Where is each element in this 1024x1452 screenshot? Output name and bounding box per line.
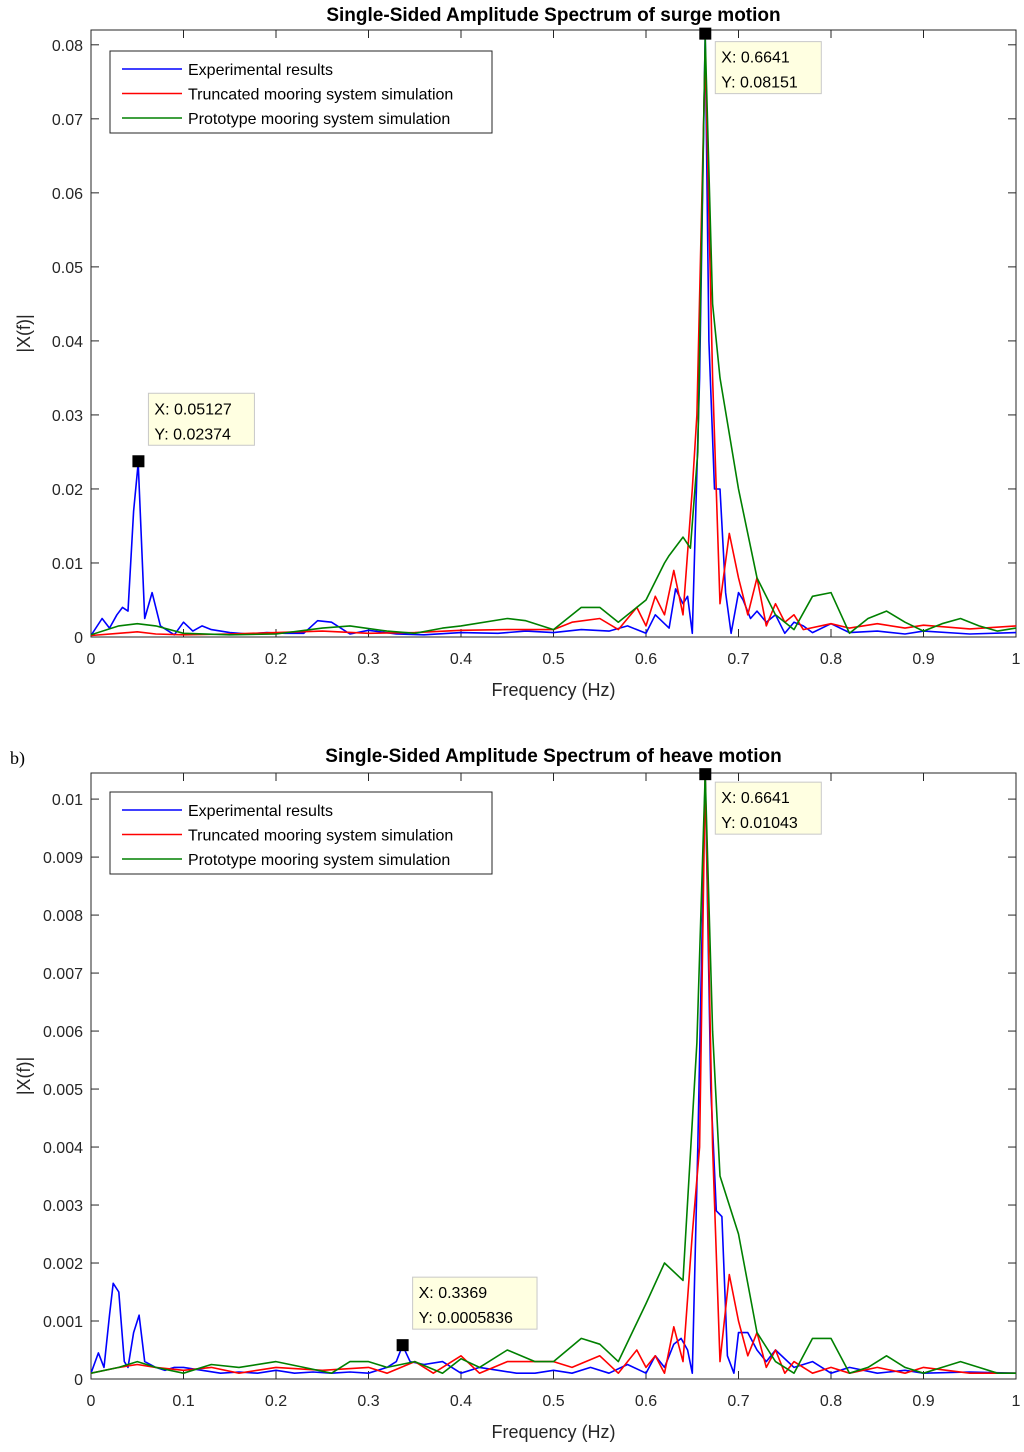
- surge-spectrum-chart: Single-Sided Amplitude Spectrum of surge…: [14, 5, 1021, 700]
- y-tick-label: 0.08: [52, 38, 83, 55]
- x-tick-label: 0: [87, 1393, 96, 1410]
- x-tick-label: 0: [87, 651, 96, 668]
- y-tick-label: 0.03: [52, 408, 83, 425]
- legend-entry: Truncated mooring system simulation: [188, 828, 453, 845]
- legend-entry: Truncated mooring system simulation: [188, 87, 453, 104]
- y-tick-label: 0.005: [43, 1082, 83, 1099]
- x-tick-label: 0.9: [912, 651, 934, 668]
- data-tip-text: Y: 0.02374: [154, 426, 231, 443]
- y-tick-label: 0.02: [52, 482, 83, 499]
- x-tick-label: 0.3: [357, 1393, 379, 1410]
- data-tip-marker: [132, 455, 145, 468]
- data-tip-marker: [699, 27, 712, 40]
- legend-entry: Prototype mooring system simulation: [188, 852, 450, 869]
- y-tick-label: 0.07: [52, 112, 83, 129]
- data-tip-box: [714, 781, 822, 835]
- x-tick-label: 0.5: [542, 1393, 564, 1410]
- x-tick-label: 1: [1012, 651, 1021, 668]
- series-line-1: [91, 32, 1016, 636]
- chart-title: Single-Sided Amplitude Spectrum of heave…: [325, 746, 781, 767]
- legend-entry: Prototype mooring system simulation: [188, 111, 450, 128]
- y-axis-label: |X(f)|: [14, 314, 34, 352]
- x-tick-label: 0.4: [450, 651, 472, 668]
- data-tip-text: X: 0.3369: [419, 1285, 488, 1302]
- data-tip: X: 0.3369 Y: 0.0005836: [396, 1276, 538, 1352]
- data-tip: X: 0.05127 Y: 0.02374: [132, 392, 255, 468]
- data-tip-text: Y: 0.0005836: [419, 1310, 513, 1327]
- x-tick-label: 0.5: [542, 651, 564, 668]
- series-line-2: [91, 773, 1016, 1375]
- series-line-3: [91, 773, 1016, 1375]
- y-tick-label: 0: [74, 630, 83, 647]
- data-tip-text: X: 0.6641: [721, 790, 790, 807]
- y-tick-label: 0.008: [43, 908, 83, 925]
- y-tick-label: 0.003: [43, 1198, 83, 1215]
- panel-label-b: b): [10, 748, 25, 768]
- data-tip-box: [412, 1276, 538, 1330]
- legend-entry: Experimental results: [188, 62, 333, 79]
- heave-spectrum-chart: Single-Sided Amplitude Spectrum of heave…: [14, 746, 1021, 1442]
- y-tick-label: 0.06: [52, 186, 83, 203]
- y-tick-label: 0.004: [43, 1140, 83, 1157]
- x-tick-label: 0.2: [265, 1393, 287, 1410]
- legend-box: [109, 50, 493, 134]
- series-group: [91, 32, 1016, 637]
- y-axis-label: |X(f)|: [14, 1057, 34, 1095]
- y-tick-label: 0.002: [43, 1256, 83, 1273]
- y-tick-label: 0.006: [43, 1024, 83, 1041]
- x-tick-label: 1: [1012, 1393, 1021, 1410]
- data-tip-marker: [699, 768, 712, 781]
- x-tick-label: 0.9: [912, 1393, 934, 1410]
- heave-spectrum-figure: b) Single-Sided Amplitude Spectrum of he…: [0, 726, 1024, 1452]
- x-tick-label: 0.1: [172, 1393, 194, 1410]
- legend: Experimental results Truncated mooring sy…: [109, 50, 493, 134]
- x-tick-label: 0.6: [635, 1393, 657, 1410]
- legend: Experimental results Truncated mooring sy…: [109, 791, 493, 875]
- x-tick-label: 0.8: [820, 651, 842, 668]
- data-tip-text: Y: 0.01043: [721, 815, 798, 832]
- x-tick-label: 0.8: [820, 1393, 842, 1410]
- data-tip-marker: [396, 1339, 409, 1352]
- series-line-2: [91, 51, 1016, 637]
- x-tick-label: 0.1: [172, 651, 194, 668]
- data-tip: X: 0.6641 Y: 0.08151: [699, 27, 822, 95]
- x-axis-label: Frequency (Hz): [491, 1422, 615, 1442]
- series-group: [91, 773, 1016, 1375]
- y-tick-label: 0.009: [43, 850, 83, 867]
- data-tip-text: X: 0.6641: [721, 50, 790, 67]
- data-tip-text: X: 0.05127: [154, 401, 232, 418]
- x-tick-label: 0.7: [727, 1393, 749, 1410]
- data-tip-box: [714, 41, 822, 95]
- data-tip: X: 0.6641 Y: 0.01043: [699, 768, 822, 835]
- y-tick-label: 0.01: [52, 792, 83, 809]
- y-tick-label: 0.001: [43, 1314, 83, 1331]
- legend-entry: Experimental results: [188, 803, 333, 820]
- legend-box: [109, 791, 493, 875]
- y-tick-label: 0.05: [52, 260, 83, 277]
- x-tick-label: 0.4: [450, 1393, 472, 1410]
- x-tick-label: 0.7: [727, 651, 749, 668]
- y-tick-label: 0.01: [52, 556, 83, 573]
- x-axis-label: Frequency (Hz): [491, 680, 615, 700]
- chart-title: Single-Sided Amplitude Spectrum of surge…: [326, 5, 780, 26]
- surge-spectrum-figure: Single-Sided Amplitude Spectrum of surge…: [14, 5, 1021, 700]
- x-tick-label: 0.6: [635, 651, 657, 668]
- x-tick-label: 0.3: [357, 651, 379, 668]
- y-tick-label: 0.007: [43, 966, 83, 983]
- series-line-3: [91, 36, 1016, 636]
- x-tick-label: 0.2: [265, 651, 287, 668]
- y-tick-label: 0.04: [52, 334, 83, 351]
- data-tip-box: [147, 392, 255, 446]
- y-tick-label: 0: [74, 1372, 83, 1389]
- data-tip-text: Y: 0.08151: [721, 75, 798, 92]
